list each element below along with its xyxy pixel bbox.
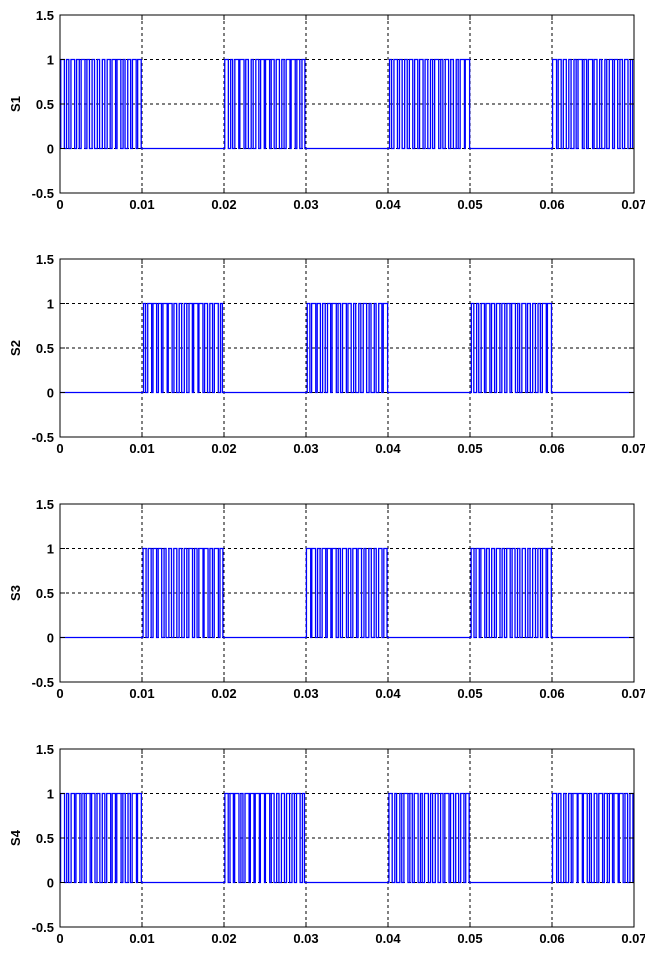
y-axis-label: S4	[8, 829, 23, 846]
x-tick-label: 0.02	[211, 197, 236, 212]
x-tick-label: 0.07	[621, 441, 645, 456]
x-tick-label: 0.04	[375, 441, 401, 456]
plot-area	[60, 15, 634, 193]
signal-line	[59, 792, 634, 884]
x-tick-label: 0.05	[457, 686, 482, 701]
x-tick-label: 0.06	[539, 197, 564, 212]
x-tick-label: 0.04	[375, 931, 401, 946]
x-tick-label: 0.04	[375, 686, 401, 701]
y-tick-label: 0.5	[36, 831, 54, 846]
signal-line	[60, 302, 634, 394]
x-tick-label: 0.03	[293, 686, 318, 701]
x-tick-label: 0.07	[621, 931, 645, 946]
y-tick-label: 1	[47, 297, 54, 312]
x-tick-label: 0.02	[211, 686, 236, 701]
y-tick-label: 0.5	[36, 341, 54, 356]
y-tick-label: 0	[47, 876, 54, 891]
x-tick-label: 0.04	[375, 197, 401, 212]
subplot-3: 0 0.01 0.02 0.03 0.04 0.05 0.06 0.07-0.500.511.…	[8, 497, 645, 701]
y-tick-label: 0	[47, 142, 54, 157]
x-tick-label: 0.02	[211, 931, 236, 946]
subplot-2: 0 0.01 0.02 0.03 0.04 0.05 0.06 0.07-0.500.511.…	[8, 252, 645, 456]
x-tick-label: 0	[56, 441, 63, 456]
y-axis-label: S1	[8, 96, 23, 112]
y-tick-label: 1.5	[36, 742, 54, 757]
y-tick-label: -0.5	[32, 186, 54, 201]
y-tick-label: 0.5	[36, 97, 54, 112]
subplot-4: 0 0.01 0.02 0.03 0.04 0.05 0.06 0.07-0.500.511.…	[8, 742, 645, 946]
y-tick-label: 1.5	[36, 8, 54, 23]
y-tick-label: 1.5	[36, 497, 54, 512]
signal-line	[60, 58, 634, 150]
x-tick-label: 0.07	[621, 197, 645, 212]
x-tick-label: 0.02	[211, 441, 236, 456]
y-tick-label: -0.5	[32, 430, 54, 445]
x-tick-label: 0.05	[457, 197, 482, 212]
y-tick-label: 0	[47, 386, 54, 401]
y-tick-label: 1.5	[36, 252, 54, 267]
x-tick-label: 0	[56, 197, 63, 212]
x-tick-label: 0.07	[621, 686, 645, 701]
x-tick-label: 0.01	[129, 931, 154, 946]
y-axis-label: S3	[8, 585, 23, 601]
y-tick-label: 1	[47, 53, 54, 68]
x-tick-label: 0.01	[129, 686, 154, 701]
x-tick-label: 0.03	[293, 197, 318, 212]
y-tick-label: 1	[47, 542, 54, 557]
signal-line	[60, 547, 634, 639]
y-axis-label: S2	[8, 340, 23, 356]
x-tick-label: 0.03	[293, 441, 318, 456]
x-tick-label: 0.01	[129, 441, 154, 456]
plot-area	[60, 749, 634, 927]
x-tick-label: 0	[56, 686, 63, 701]
x-tick-label: 0	[56, 931, 63, 946]
x-tick-label: 0.06	[539, 931, 564, 946]
x-tick-label: 0.03	[293, 931, 318, 946]
x-tick-label: 0.06	[539, 441, 564, 456]
y-tick-label: -0.5	[32, 920, 54, 935]
x-tick-label: 0.01	[129, 197, 154, 212]
subplot-1: 0 0.01 0.02 0.03 0.04 0.05 0.06 0.07-0.500.511.…	[8, 8, 645, 212]
x-tick-label: 0.05	[457, 441, 482, 456]
y-tick-label: -0.5	[32, 675, 54, 690]
y-tick-label: 0.5	[36, 586, 54, 601]
x-tick-label: 0.05	[457, 931, 482, 946]
x-tick-label: 0.06	[539, 686, 564, 701]
y-tick-label: 0	[47, 631, 54, 646]
y-tick-label: 1	[47, 787, 54, 802]
